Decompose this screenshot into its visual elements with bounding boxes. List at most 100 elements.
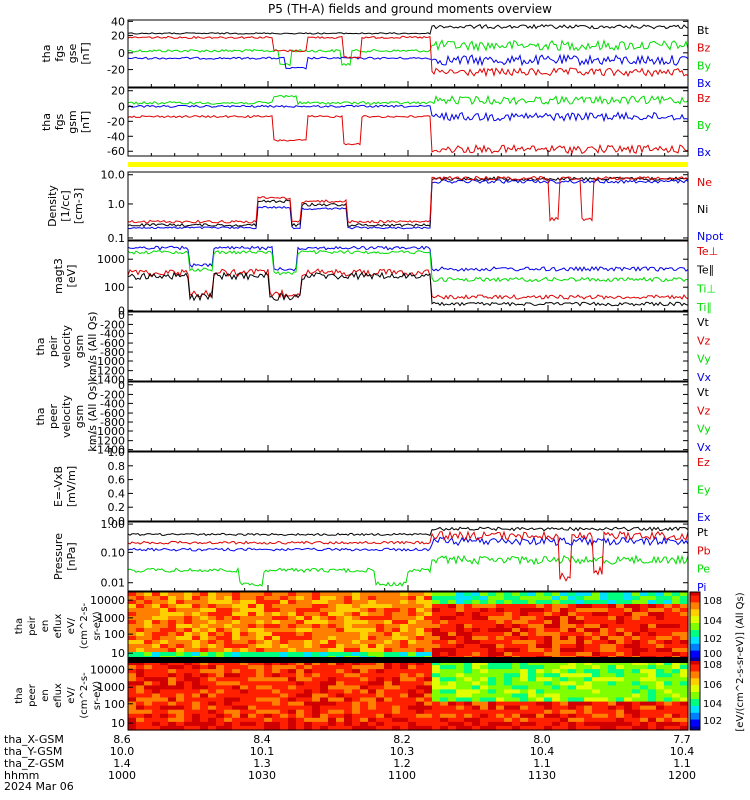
spectrogram-cell [160,592,169,597]
spectrogram-cell [360,612,369,617]
spectrogram-cell [368,596,377,601]
spectrogram-cell [576,592,585,597]
spectrogram-cell [360,717,369,723]
spectrogram-cell [264,673,273,678]
y-tick-label: 0 [118,47,125,60]
spectrogram-cell [264,628,273,633]
spectrogram-cell [336,612,345,617]
spectrogram-cell [208,596,217,601]
spectrogram-cell [664,616,673,621]
spectrogram-cell [192,677,201,682]
spectrogram-cell [144,709,153,715]
spectrogram-cell [584,689,593,695]
spectrogram-cell [144,669,153,674]
spectrogram-cell [136,648,145,653]
spectrogram-cell [640,701,649,707]
spectrogram-cell [560,592,569,597]
spectrogram-cell [280,725,289,731]
colorbar-swatch [690,640,700,645]
spectrogram-cell [456,721,465,727]
spectrogram-cell [584,652,593,657]
spectrogram-cell [536,628,545,633]
spectrogram-cell [336,608,345,613]
spectrogram-cell [600,669,609,674]
spectrogram-cell [600,701,609,707]
spectrogram-cell [280,693,289,699]
spectrogram-cell [208,636,217,641]
spectrogram-cell [296,681,305,686]
spectrogram-cell [456,596,465,601]
spectrogram-cell [200,681,209,686]
spectrogram-cell [168,669,177,674]
spectrogram-cell [520,636,529,641]
spectrogram-cell [280,705,289,711]
spectrogram-cell [272,673,281,678]
spectrogram-cell [632,673,641,678]
spectrogram-cell [168,693,177,699]
spectrogram-cell [560,689,569,695]
spectrogram-cell [536,697,545,703]
spectrogram-cell [408,604,417,609]
spectrogram-cell [256,620,265,625]
spectrogram-cell [232,713,241,719]
spectrogram-cell [440,661,449,666]
spectrogram-cell [216,685,225,691]
spectrogram-cell [192,616,201,621]
spectrogram-cell [504,693,513,699]
spectrogram-cell [600,628,609,633]
spectrogram-cell [552,705,561,711]
spectrogram-cell [608,636,617,641]
spectrogram-cell [392,652,401,657]
spectrogram-cell [160,681,169,686]
spectrogram-cell [544,604,553,609]
panel-frame [127,311,689,382]
spectrogram-cell [288,713,297,719]
spectrogram-cell [176,677,185,682]
spectrogram-cell [144,620,153,625]
spectrogram-cell [592,652,601,657]
spectrogram-cell [672,701,681,707]
y-axis-label: E=-VxB [52,466,65,507]
spectrogram-cell [592,632,601,637]
spectrogram-cell [624,616,633,621]
spectrogram-cell [128,725,137,731]
spectrogram-cell [400,600,409,605]
spectrogram-cell [680,596,689,601]
y-tick-label: -600 [100,337,125,350]
spectrogram-cell [416,632,425,637]
spectrogram-cell [256,677,265,682]
spectrogram-cell [240,713,249,719]
spectrogram-cell [296,689,305,695]
spectrogram-cell [144,624,153,629]
spectrogram-cell [664,709,673,715]
spectrogram-cell [136,709,145,715]
spectrogram-cell [456,600,465,605]
legend-peir_velocity-0: Vt [697,316,710,329]
spectrogram-cell [416,604,425,609]
spectrogram-cell [632,701,641,707]
spectrogram-cell [320,640,329,645]
spectrogram-cell [560,596,569,601]
legend-density-1: Ni [697,203,708,216]
spectrogram-cell [168,648,177,653]
spectrogram-cell [504,612,513,617]
spectrogram-cell [480,721,489,727]
spectrogram-cell [608,669,617,674]
spectrogram-cell [632,681,641,686]
spectrogram-cell [568,665,577,670]
spectrogram-cell [520,632,529,637]
spectrogram-cell [616,632,625,637]
spectrogram-cell [136,673,145,678]
spectrogram-cell [632,709,641,715]
spectrogram-cell [240,628,249,633]
panel-frame [127,381,689,452]
spectrogram-cell [568,612,577,617]
spectrogram-cell [608,600,617,605]
y-tick-label: -800 [100,346,125,359]
spectrogram-cell [272,721,281,727]
spectrogram-cell [504,636,513,641]
spectrogram-cell [448,624,457,629]
spectrogram-cell [648,620,657,625]
spectrogram-cell [616,652,625,657]
spectrogram-cell [552,661,561,666]
